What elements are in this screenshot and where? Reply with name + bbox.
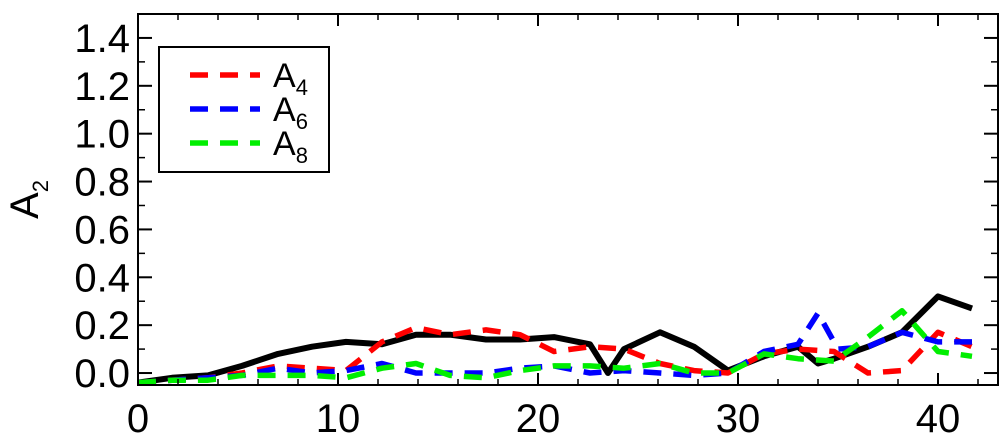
y-tick-label: 0.4 bbox=[74, 256, 130, 300]
y-tick-label: 1.2 bbox=[74, 65, 130, 109]
series-line-a8 bbox=[137, 308, 973, 386]
y-tick-label: 0.8 bbox=[74, 161, 130, 205]
y-axis-title-main: A bbox=[3, 192, 47, 219]
y-axis-title-sub: 2 bbox=[28, 180, 53, 192]
x-tick-label: 20 bbox=[516, 397, 561, 441]
series-line-a4 bbox=[137, 324, 974, 386]
series-group bbox=[137, 293, 974, 386]
x-axis: 0 10 20 30 40 bbox=[127, 14, 979, 441]
y-axis: 0.00.20.40.60.81.01.21.4 bbox=[74, 13, 998, 396]
legend-label-a4: A4 bbox=[273, 57, 308, 100]
legend-label-a8: A8 bbox=[273, 125, 308, 168]
x-tick-label: 0 bbox=[127, 397, 149, 441]
y-tick-label: 0.2 bbox=[74, 304, 130, 348]
x-tick-label: 30 bbox=[716, 397, 761, 441]
legend-box bbox=[158, 46, 330, 173]
y-tick-label: 1.4 bbox=[74, 17, 130, 61]
y-tick-label: 0.6 bbox=[74, 208, 130, 252]
series-line-a6 bbox=[137, 310, 972, 386]
x-tick-label: 40 bbox=[916, 397, 961, 441]
x-tick-label: 10 bbox=[316, 397, 361, 441]
legend-label-a6: A6 bbox=[273, 91, 308, 134]
y-tick-label: 1.0 bbox=[74, 113, 130, 157]
y-tick-label: 0.0 bbox=[74, 352, 130, 396]
plot-frame bbox=[137, 13, 999, 386]
y-axis-title: A2 bbox=[3, 180, 53, 219]
